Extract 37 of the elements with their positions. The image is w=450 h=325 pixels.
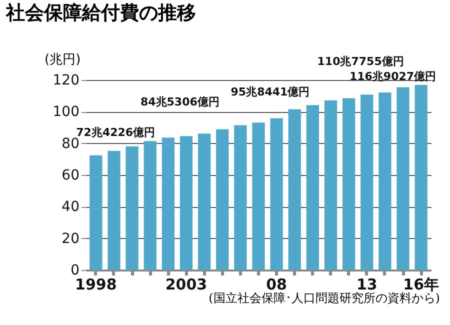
x-tick-label: 1998 bbox=[75, 276, 117, 294]
bar bbox=[288, 109, 301, 270]
bar bbox=[378, 92, 392, 270]
y-tick-label: 20 bbox=[62, 230, 80, 247]
annotation: 95兆8441億円 bbox=[230, 85, 310, 98]
x-tick-label: 13 bbox=[356, 276, 378, 294]
bar bbox=[270, 118, 283, 270]
x-tick-label: 08 bbox=[266, 276, 287, 294]
bar bbox=[252, 122, 265, 270]
text: (国立社会保障･人口問題研究所の資料から) bbox=[208, 291, 440, 305]
y-tick-label: 60 bbox=[62, 168, 80, 184]
y-tick-label: 120 bbox=[52, 72, 80, 88]
bar bbox=[198, 134, 211, 270]
bar bbox=[162, 138, 175, 270]
bar bbox=[126, 146, 138, 270]
bar bbox=[216, 129, 229, 270]
bar bbox=[234, 125, 247, 270]
y-tick-label: 100 bbox=[52, 104, 80, 120]
y-tick-label: 0 bbox=[70, 262, 80, 278]
annotation: 116兆9027億円 bbox=[349, 70, 436, 83]
bar bbox=[108, 150, 120, 270]
bar bbox=[360, 94, 374, 270]
bar bbox=[90, 155, 102, 270]
annotation: 84兆5306億円 bbox=[140, 95, 220, 108]
y-axis-title: (兆円) bbox=[44, 52, 81, 68]
bar bbox=[306, 105, 320, 270]
y-tick-label: 40 bbox=[62, 199, 80, 216]
bar bbox=[414, 84, 428, 270]
bar bbox=[324, 100, 338, 270]
bar bbox=[144, 141, 156, 270]
bar bbox=[180, 136, 193, 270]
annotation: 110兆7755億円 bbox=[317, 54, 404, 68]
x-tick-label: 16年 bbox=[403, 276, 440, 294]
bar bbox=[396, 87, 410, 270]
bar bbox=[342, 98, 356, 270]
chart-title: 社会保障給付費の推移 bbox=[5, 2, 196, 24]
x-tick-label: 2003 bbox=[165, 276, 208, 294]
